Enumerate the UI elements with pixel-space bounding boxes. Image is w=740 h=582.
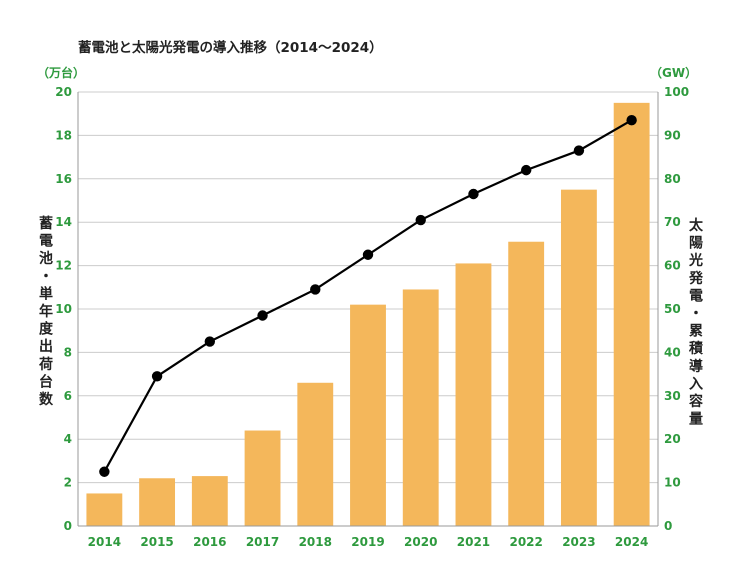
- left-axis-label-char: 単: [39, 285, 53, 302]
- right-axis-unit: （GW）: [650, 65, 697, 80]
- left-tick-label: 6: [64, 389, 72, 403]
- line-point: [520, 164, 532, 176]
- left-axis-label-char: 荷: [38, 356, 53, 373]
- x-tick-label: 2019: [351, 535, 384, 549]
- bar: [455, 263, 492, 526]
- line-point: [151, 371, 163, 382]
- bar: [613, 102, 650, 526]
- left-tick-label: 12: [55, 259, 72, 273]
- right-axis-label-char: 容: [688, 393, 703, 410]
- left-tick-label: 20: [55, 85, 72, 99]
- line-series: [99, 115, 637, 477]
- bar: [560, 189, 597, 526]
- right-tick-label: 10: [664, 476, 681, 490]
- left-tick-label: 18: [55, 128, 72, 142]
- x-axis-ticks: 2014 2015 2016 2017 2018 2019 2020 2021 2022 2023…: [88, 535, 649, 549]
- bar: [244, 430, 281, 526]
- left-tick-label: 4: [64, 432, 72, 446]
- right-tick-label: 70: [664, 215, 681, 229]
- x-tick-label: 2017: [246, 535, 279, 549]
- line-point: [468, 188, 479, 200]
- bar: [191, 476, 228, 526]
- left-tick-label: 0: [64, 519, 72, 533]
- right-tick-label: 100: [664, 85, 689, 99]
- right-axis-label-char: 太: [689, 217, 704, 234]
- left-axis-label-char: 数: [39, 391, 54, 408]
- bar: [139, 478, 176, 526]
- left-tick-label: 2: [64, 476, 72, 490]
- x-tick-label: 2023: [562, 535, 595, 549]
- left-axis-label-char: 蓄: [39, 215, 53, 232]
- x-tick-label: 2018: [299, 535, 332, 549]
- right-axis-label-char: 積: [688, 340, 704, 357]
- left-axis-label-char: 電: [39, 233, 53, 250]
- right-axis-ticks: 0 10 20 30 40 50 60 70 80 90 100: [664, 85, 689, 533]
- bar: [86, 493, 123, 526]
- left-axis-label-char: ・: [39, 269, 53, 285]
- bar: [508, 241, 545, 527]
- x-tick-label: 2022: [509, 535, 542, 549]
- x-tick-label: 2024: [615, 535, 648, 549]
- left-axis-label-char: 池: [39, 250, 53, 267]
- right-axis-label-char: 量: [689, 412, 703, 428]
- right-axis-label-char: 導: [689, 358, 703, 375]
- bar: [350, 304, 386, 526]
- right-tick-label: 60: [664, 259, 681, 273]
- right-tick-label: 40: [664, 345, 681, 359]
- left-axis-label-char: 年: [39, 303, 53, 320]
- line-point: [204, 336, 216, 347]
- right-axis-label-char: 陽: [689, 235, 703, 252]
- right-axis-label-char: 入: [689, 376, 703, 392]
- line-point: [362, 249, 374, 260]
- line-point: [310, 284, 321, 295]
- left-axis-label-char: 度: [39, 321, 54, 338]
- x-tick-label: 2021: [457, 535, 490, 549]
- bar-series: [86, 102, 650, 527]
- bar: [402, 289, 439, 526]
- right-axis-label-char: 累: [689, 324, 703, 340]
- right-tick-label: 50: [664, 302, 681, 316]
- right-tick-label: 30: [664, 389, 681, 403]
- right-tick-label: 20: [664, 432, 681, 446]
- left-tick-label: 10: [55, 302, 72, 316]
- left-tick-label: 16: [55, 172, 72, 186]
- right-axis-label-char: 光: [688, 252, 703, 269]
- chart-title: 蓄電池と太陽光発電の導入推移（2014〜2024）: [78, 39, 383, 56]
- line-point: [257, 310, 268, 321]
- line-point: [99, 466, 110, 477]
- x-tick-label: 2020: [404, 535, 437, 549]
- right-axis-label-char: 電: [689, 287, 703, 304]
- x-tick-label: 2016: [193, 535, 226, 549]
- left-axis-label-char: 出: [39, 338, 53, 355]
- left-tick-label: 14: [55, 215, 72, 229]
- right-tick-label: 0: [664, 519, 672, 533]
- left-axis-ticks: 0 2 4 6 8 10 12 14 16 18 20: [55, 85, 72, 533]
- line-point: [573, 145, 585, 156]
- line-point: [626, 115, 637, 126]
- left-axis-label-char: 台: [39, 373, 53, 390]
- right-tick-label: 80: [664, 172, 681, 186]
- right-axis-label-char: 発: [688, 270, 704, 287]
- bar: [297, 382, 334, 526]
- right-tick-label: 90: [664, 128, 681, 142]
- x-tick-label: 2014: [88, 535, 121, 549]
- x-tick-label: 2015: [140, 535, 173, 549]
- left-tick-label: 8: [64, 345, 72, 359]
- line-point: [415, 214, 426, 226]
- right-axis-label-char: ・: [689, 306, 703, 322]
- axes: [77, 92, 659, 527]
- left-axis-unit: （万台）: [37, 65, 85, 80]
